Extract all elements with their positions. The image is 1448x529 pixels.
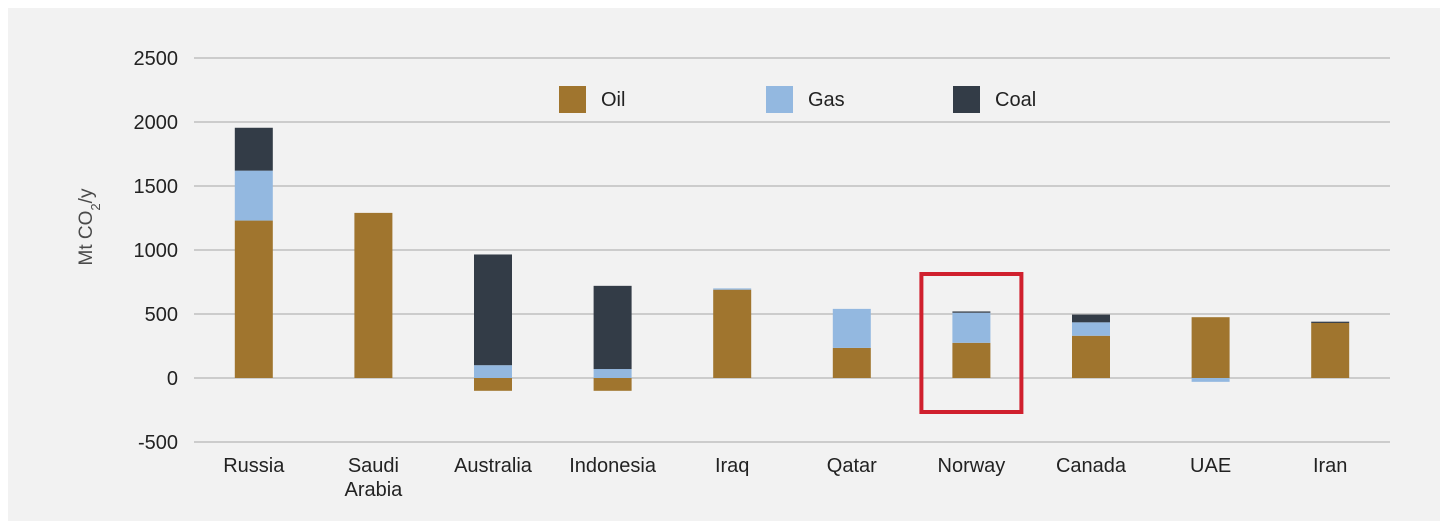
y-tick-label: -500: [138, 432, 178, 454]
y-axis-title-main: Mt CO: [76, 211, 97, 266]
bar-indonesia-oil: [593, 378, 632, 391]
x-axis-labels: Russia Saudi Arabia Australia Indonesia Iraq Q…: [223, 455, 1347, 501]
bar-australia-coal: [474, 254, 512, 366]
y-tick-label: 2500: [134, 48, 179, 70]
bar-qatar-gas: [832, 308, 871, 348]
x-tick-label-australia: Australia: [454, 455, 533, 477]
bar-indonesia-coal: [593, 285, 632, 370]
x-tick-label-iraq: Iraq: [715, 455, 749, 477]
bar-saudi-arabia-oil: [354, 212, 393, 378]
legend-item-coal: Coal: [953, 86, 1036, 113]
bar-canada-oil: [1072, 335, 1110, 378]
y-axis-title: Mt CO2/y: [76, 188, 103, 265]
bar-qatar-oil: [832, 347, 871, 378]
legend-swatch-oil: [559, 86, 586, 113]
bar-iraq-oil: [713, 289, 752, 378]
x-tick-label-qatar: Qatar: [827, 455, 877, 477]
bar-iran-oil: [1311, 322, 1350, 378]
bar-canada-coal: [1072, 314, 1110, 323]
legend-swatch-coal: [953, 86, 980, 113]
bar-russia-coal: [234, 127, 273, 171]
highlight-box-norway: [919, 272, 1024, 414]
y-tick-label: 2000: [134, 112, 179, 134]
legend-item-gas: Gas: [766, 86, 845, 113]
legend-label-coal: Coal: [995, 89, 1036, 111]
bar-norway-gas: [952, 312, 991, 343]
stacked-bar-chart: -500 0 500 1000 1500 2000 2500 Mt CO2/y Russia…: [76, 48, 1390, 501]
x-tick-label-saudi-arabia: Saudi Arabia: [344, 455, 403, 501]
bar-norway-oil: [952, 342, 991, 378]
bar-canada-gas: [1072, 322, 1110, 336]
y-tick-label: 1000: [134, 240, 179, 262]
gridlines: [194, 57, 1390, 443]
y-axis-title-subscript: 2: [88, 203, 103, 210]
bar-indonesia-gas: [593, 369, 632, 378]
bar-russia-oil: [234, 220, 273, 378]
bar-iran-coal: [1311, 321, 1350, 323]
bar-iraq-gas: [713, 288, 752, 290]
y-axis-title-unit: /y: [76, 188, 97, 203]
x-tick-label-uae: UAE: [1190, 455, 1231, 477]
highlight-layer: [919, 272, 1024, 414]
x-tick-label-indonesia: Indonesia: [569, 455, 657, 477]
bars: [234, 127, 1350, 391]
chart-panel: -500 0 500 1000 1500 2000 2500 Mt CO2/y Russia…: [8, 8, 1440, 521]
legend-label-oil: Oil: [601, 89, 625, 111]
legend-label-gas: Gas: [808, 89, 845, 111]
legend-swatch-gas: [766, 86, 793, 113]
y-tick-label: 500: [145, 304, 178, 326]
bar-australia-gas: [474, 365, 512, 378]
y-tick-label: 0: [167, 368, 178, 390]
y-tick-label: 1500: [134, 176, 179, 198]
x-tick-label-norway: Norway: [938, 455, 1006, 477]
y-axis-ticks: -500 0 500 1000 1500 2000 2500: [134, 48, 179, 454]
bar-uae-oil: [1191, 317, 1230, 378]
bar-uae-gas: [1191, 378, 1230, 382]
legend: Oil Gas Coal: [559, 86, 1036, 113]
x-tick-label-canada: Canada: [1056, 455, 1127, 477]
bar-norway-coal: [952, 311, 991, 313]
legend-item-oil: Oil: [559, 86, 625, 113]
bar-australia-oil: [474, 378, 512, 391]
x-tick-label-russia: Russia: [223, 455, 285, 477]
bar-russia-gas: [234, 170, 273, 221]
x-tick-label-iran: Iran: [1313, 455, 1347, 477]
